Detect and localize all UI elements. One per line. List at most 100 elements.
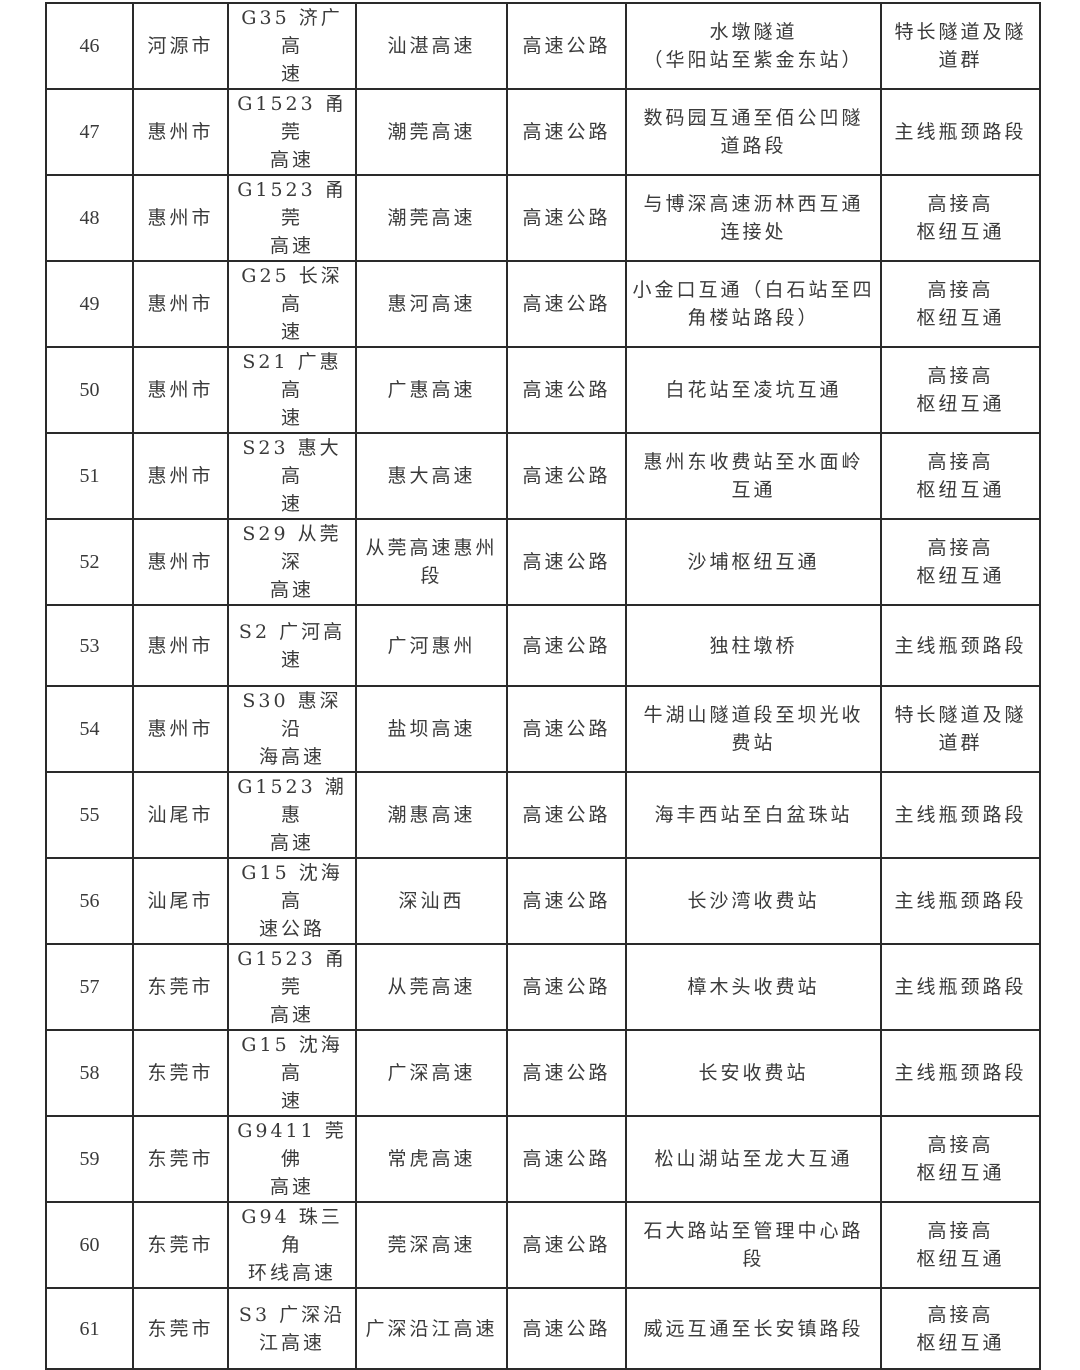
cell-location: 沙埔枢纽互通 bbox=[625, 518, 882, 606]
cell-location: 威远互通至长安镇路段 bbox=[625, 1287, 882, 1370]
cell-city: 惠州市 bbox=[132, 174, 229, 262]
cell-city: 惠州市 bbox=[132, 685, 229, 773]
cell-highway-code: G15 沈海高 速 bbox=[227, 1029, 357, 1117]
cell-row-number: 61 bbox=[45, 1287, 134, 1370]
table-row: 57 东莞市 G1523 甬莞 高速 从莞高速 高速公路 樟木头收费站 主线瓶颈路段 bbox=[45, 943, 1041, 1031]
cell-city: 东莞市 bbox=[132, 1029, 229, 1117]
cell-location: 牛湖山隧道段至坝光收 费站 bbox=[625, 685, 882, 773]
table-body: 46 河源市 G35 济广高 速汕湛高速 高速公路 水墩隧道 （华阳站至紫金东站） 特长隧… bbox=[45, 2, 1041, 1370]
cell-city: 惠州市 bbox=[132, 260, 229, 348]
cell-location: 石大路站至管理中心路 段 bbox=[625, 1201, 882, 1289]
cell-row-number: 54 bbox=[45, 685, 134, 773]
table-row: 49 惠州市 G25 长深高 速惠河高速 高速公路 小金口互通（白石站至四 角楼站路段）… bbox=[45, 260, 1041, 348]
cell-city: 河源市 bbox=[132, 2, 229, 90]
cell-location: 数码园互通至佰公凹隧 道路段 bbox=[625, 88, 882, 176]
table-row: 58 东莞市 G15 沈海高 速广深高速 高速公路 长安收费站 主线瓶颈路段 bbox=[45, 1029, 1041, 1117]
cell-city: 汕尾市 bbox=[132, 771, 229, 859]
cell-section-category: 高接高 枢纽互通 bbox=[880, 260, 1041, 348]
cell-location: 松山湖站至龙大互通 bbox=[625, 1115, 882, 1203]
cell-road-type: 高速公路 bbox=[506, 1029, 627, 1117]
cell-location: 独柱墩桥 bbox=[625, 604, 882, 687]
table-row: 53 惠州市 S2 广河高 速广河惠州 高速公路 独柱墩桥 主线瓶颈路段 bbox=[45, 604, 1041, 687]
cell-row-number: 59 bbox=[45, 1115, 134, 1203]
cell-road-name: 从莞高速惠州 段 bbox=[355, 518, 508, 606]
cell-city: 惠州市 bbox=[132, 432, 229, 520]
cell-highway-code: G15 沈海高 速公路 bbox=[227, 857, 357, 945]
cell-road-type: 高速公路 bbox=[506, 1201, 627, 1289]
cell-row-number: 46 bbox=[45, 2, 134, 90]
cell-highway-code: S23 惠大高 速 bbox=[227, 432, 357, 520]
cell-section-category: 主线瓶颈路段 bbox=[880, 604, 1041, 687]
cell-road-type: 高速公路 bbox=[506, 1287, 627, 1370]
cell-row-number: 58 bbox=[45, 1029, 134, 1117]
cell-highway-code: S29 从莞深 高速 bbox=[227, 518, 357, 606]
cell-row-number: 52 bbox=[45, 518, 134, 606]
cell-road-name: 汕湛高速 bbox=[355, 2, 508, 90]
table-row: 51 惠州市 S23 惠大高 速惠大高速 高速公路 惠州东收费站至水面岭 互通 高接高 枢… bbox=[45, 432, 1041, 520]
cell-road-type: 高速公路 bbox=[506, 2, 627, 90]
cell-road-name: 潮莞高速 bbox=[355, 174, 508, 262]
cell-road-type: 高速公路 bbox=[506, 432, 627, 520]
table-row: 54 惠州市 S30 惠深沿 海高速 盐坝高速 高速公路 牛湖山隧道段至坝光收 费站 特长隧… bbox=[45, 685, 1041, 773]
table-row: 50 惠州市 S21 广惠高 速广惠高速 高速公路 白花站至凌坑互通 高接高 枢纽互通 bbox=[45, 346, 1041, 434]
cell-road-type: 高速公路 bbox=[506, 771, 627, 859]
cell-road-name: 广惠高速 bbox=[355, 346, 508, 434]
cell-city: 东莞市 bbox=[132, 943, 229, 1031]
cell-highway-code: G94 珠三角 环线高速 bbox=[227, 1201, 357, 1289]
cell-location: 白花站至凌坑互通 bbox=[625, 346, 882, 434]
cell-section-category: 高接高 枢纽互通 bbox=[880, 1201, 1041, 1289]
cell-road-name: 惠河高速 bbox=[355, 260, 508, 348]
cell-highway-code: S30 惠深沿 海高速 bbox=[227, 685, 357, 773]
cell-highway-code: G35 济广高 速 bbox=[227, 2, 357, 90]
cell-city: 惠州市 bbox=[132, 604, 229, 687]
cell-row-number: 53 bbox=[45, 604, 134, 687]
cell-highway-code: G9411 莞佛 高速 bbox=[227, 1115, 357, 1203]
cell-road-name: 常虎高速 bbox=[355, 1115, 508, 1203]
table-row: 56 汕尾市 G15 沈海高 速公路 深汕西 高速公路 长沙湾收费站 主线瓶颈路段 bbox=[45, 857, 1041, 945]
cell-road-name: 潮莞高速 bbox=[355, 88, 508, 176]
cell-road-name: 盐坝高速 bbox=[355, 685, 508, 773]
table-row: 60 东莞市 G94 珠三角 环线高速 莞深高速 高速公路 石大路站至管理中心路 段高接高… bbox=[45, 1201, 1041, 1289]
cell-row-number: 56 bbox=[45, 857, 134, 945]
cell-road-type: 高速公路 bbox=[506, 857, 627, 945]
cell-row-number: 60 bbox=[45, 1201, 134, 1289]
table-row: 55 汕尾市 G1523 潮惠 高速 潮惠高速 高速公路 海丰西站至白盆珠站 主线瓶颈路段 bbox=[45, 771, 1041, 859]
cell-section-category: 主线瓶颈路段 bbox=[880, 1029, 1041, 1117]
cell-row-number: 47 bbox=[45, 88, 134, 176]
cell-location: 海丰西站至白盆珠站 bbox=[625, 771, 882, 859]
cell-highway-code: G1523 甬莞 高速 bbox=[227, 174, 357, 262]
cell-location: 惠州东收费站至水面岭 互通 bbox=[625, 432, 882, 520]
table-row: 48 惠州市 G1523 甬莞 高速 潮莞高速 高速公路 与博深高速沥林西互通 连接处 高接… bbox=[45, 174, 1041, 262]
cell-row-number: 55 bbox=[45, 771, 134, 859]
cell-highway-code: S2 广河高 速 bbox=[227, 604, 357, 687]
cell-section-category: 主线瓶颈路段 bbox=[880, 943, 1041, 1031]
cell-row-number: 51 bbox=[45, 432, 134, 520]
cell-section-category: 高接高 枢纽互通 bbox=[880, 518, 1041, 606]
cell-road-name: 惠大高速 bbox=[355, 432, 508, 520]
cell-city: 东莞市 bbox=[132, 1287, 229, 1370]
cell-section-category: 高接高 枢纽互通 bbox=[880, 432, 1041, 520]
cell-road-name: 广河惠州 bbox=[355, 604, 508, 687]
cell-road-name: 广深沿江高速 bbox=[355, 1287, 508, 1370]
cell-road-type: 高速公路 bbox=[506, 943, 627, 1031]
cell-section-category: 主线瓶颈路段 bbox=[880, 88, 1041, 176]
cell-highway-code: S21 广惠高 速 bbox=[227, 346, 357, 434]
cell-city: 东莞市 bbox=[132, 1201, 229, 1289]
cell-road-type: 高速公路 bbox=[506, 346, 627, 434]
cell-road-type: 高速公路 bbox=[506, 685, 627, 773]
cell-road-type: 高速公路 bbox=[506, 1115, 627, 1203]
cell-location: 长安收费站 bbox=[625, 1029, 882, 1117]
cell-city: 惠州市 bbox=[132, 88, 229, 176]
cell-section-category: 特长隧道及隧 道群 bbox=[880, 2, 1041, 90]
cell-highway-code: G1523 甬莞 高速 bbox=[227, 943, 357, 1031]
cell-road-name: 广深高速 bbox=[355, 1029, 508, 1117]
table-row: 47 惠州市 G1523 甬莞 高速 潮莞高速 高速公路 数码园互通至佰公凹隧 道路段 主线… bbox=[45, 88, 1041, 176]
cell-section-category: 高接高 枢纽互通 bbox=[880, 346, 1041, 434]
cell-road-name: 从莞高速 bbox=[355, 943, 508, 1031]
cell-highway-code: S3 广深沿 江高速 bbox=[227, 1287, 357, 1370]
cell-city: 惠州市 bbox=[132, 346, 229, 434]
cell-section-category: 高接高 枢纽互通 bbox=[880, 174, 1041, 262]
cell-section-category: 高接高 枢纽互通 bbox=[880, 1115, 1041, 1203]
cell-location: 长沙湾收费站 bbox=[625, 857, 882, 945]
cell-location: 樟木头收费站 bbox=[625, 943, 882, 1031]
